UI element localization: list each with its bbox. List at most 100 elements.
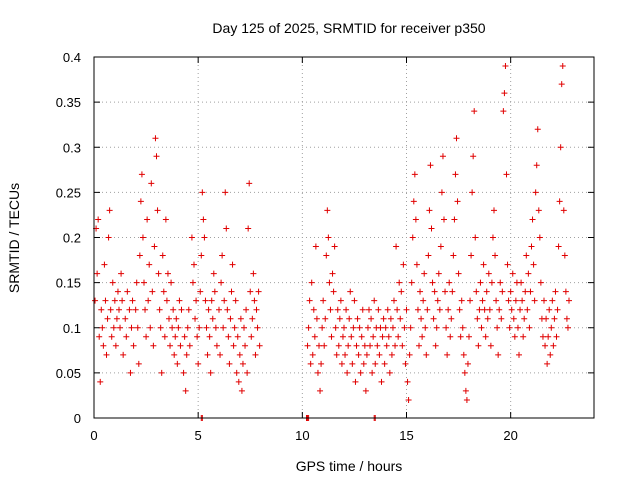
data-point bbox=[530, 261, 537, 268]
data-point bbox=[116, 306, 122, 313]
data-point bbox=[124, 288, 131, 295]
data-point bbox=[237, 315, 244, 322]
data-point bbox=[478, 324, 485, 331]
data-point bbox=[370, 333, 377, 340]
data-point bbox=[456, 306, 463, 313]
data-point bbox=[335, 342, 342, 349]
data-point bbox=[514, 324, 521, 331]
data-point bbox=[477, 279, 484, 286]
data-point bbox=[458, 297, 465, 304]
data-point bbox=[378, 378, 385, 385]
data-point bbox=[548, 324, 555, 331]
data-point bbox=[505, 297, 512, 304]
data-point bbox=[463, 396, 470, 403]
data-point bbox=[108, 333, 115, 340]
data-point bbox=[561, 252, 568, 259]
data-point bbox=[321, 342, 328, 349]
data-point bbox=[372, 360, 379, 367]
data-point bbox=[497, 279, 504, 286]
data-point bbox=[479, 297, 486, 304]
x-tick-label: 0 bbox=[90, 428, 97, 443]
data-point bbox=[219, 252, 226, 259]
data-point bbox=[471, 108, 478, 115]
data-point bbox=[218, 279, 225, 286]
data-point bbox=[323, 252, 330, 259]
data-point bbox=[489, 234, 496, 241]
data-point bbox=[348, 333, 355, 340]
data-point bbox=[188, 234, 195, 241]
data-point bbox=[150, 342, 157, 349]
data-point bbox=[375, 306, 382, 313]
data-point bbox=[351, 297, 358, 304]
data-point bbox=[96, 333, 103, 340]
data-point bbox=[445, 306, 452, 313]
data-point bbox=[354, 315, 361, 322]
data-point bbox=[499, 288, 506, 295]
data-point bbox=[509, 270, 516, 277]
data-point bbox=[368, 315, 375, 322]
data-point bbox=[206, 333, 213, 340]
data-point bbox=[484, 315, 491, 322]
data-point bbox=[176, 297, 183, 304]
data-point bbox=[533, 162, 540, 169]
data-point bbox=[100, 342, 107, 349]
data-point bbox=[534, 126, 541, 133]
data-point bbox=[419, 333, 426, 340]
data-point bbox=[404, 378, 411, 385]
data-point bbox=[531, 297, 538, 304]
data-point bbox=[467, 297, 474, 304]
data-point bbox=[494, 324, 501, 331]
data-point bbox=[134, 324, 141, 331]
data-point bbox=[199, 189, 206, 196]
data-point bbox=[443, 324, 450, 331]
data-point bbox=[381, 360, 388, 367]
data-point bbox=[158, 369, 165, 376]
data-point bbox=[362, 387, 369, 394]
data-point bbox=[507, 288, 514, 295]
data-point bbox=[502, 63, 509, 70]
data-point bbox=[524, 306, 531, 313]
data-point bbox=[239, 360, 246, 367]
data-point bbox=[434, 297, 441, 304]
data-point bbox=[498, 315, 505, 322]
data-point bbox=[245, 225, 252, 232]
data-point bbox=[342, 351, 349, 358]
data-point bbox=[367, 342, 374, 349]
data-point bbox=[457, 333, 464, 340]
data-point bbox=[369, 369, 376, 376]
data-point bbox=[455, 270, 462, 277]
data-point bbox=[138, 171, 145, 178]
data-point bbox=[309, 351, 316, 358]
data-point bbox=[104, 315, 111, 322]
data-point bbox=[347, 288, 354, 295]
data-point bbox=[543, 315, 550, 322]
data-point bbox=[144, 216, 151, 223]
data-point bbox=[398, 288, 405, 295]
chart-title: Day 125 of 2025, SRMTID for receiver p35… bbox=[212, 20, 485, 36]
data-point bbox=[364, 324, 371, 331]
data-points bbox=[92, 63, 572, 421]
data-point bbox=[217, 351, 224, 358]
data-point bbox=[487, 342, 494, 349]
data-point bbox=[352, 378, 359, 385]
data-point bbox=[405, 396, 412, 403]
data-point bbox=[550, 342, 557, 349]
data-point bbox=[149, 288, 156, 295]
data-point bbox=[492, 252, 499, 259]
data-point bbox=[204, 351, 211, 358]
data-point bbox=[113, 315, 120, 322]
data-point bbox=[229, 261, 236, 268]
data-point bbox=[330, 288, 337, 295]
data-point bbox=[141, 279, 147, 286]
data-point bbox=[554, 306, 561, 313]
data-point bbox=[228, 288, 235, 295]
data-point bbox=[552, 288, 559, 295]
data-point bbox=[422, 324, 429, 331]
data-point bbox=[544, 360, 551, 367]
data-point bbox=[387, 315, 394, 322]
data-point bbox=[557, 144, 564, 151]
data-point bbox=[428, 225, 435, 232]
data-point bbox=[132, 306, 139, 313]
data-point bbox=[480, 261, 487, 268]
tick-labels: 0 0.05 0.1 0.15 0.2 0.25 0.3 0.35 0.4 0 5 10 15 20 bbox=[56, 50, 518, 443]
